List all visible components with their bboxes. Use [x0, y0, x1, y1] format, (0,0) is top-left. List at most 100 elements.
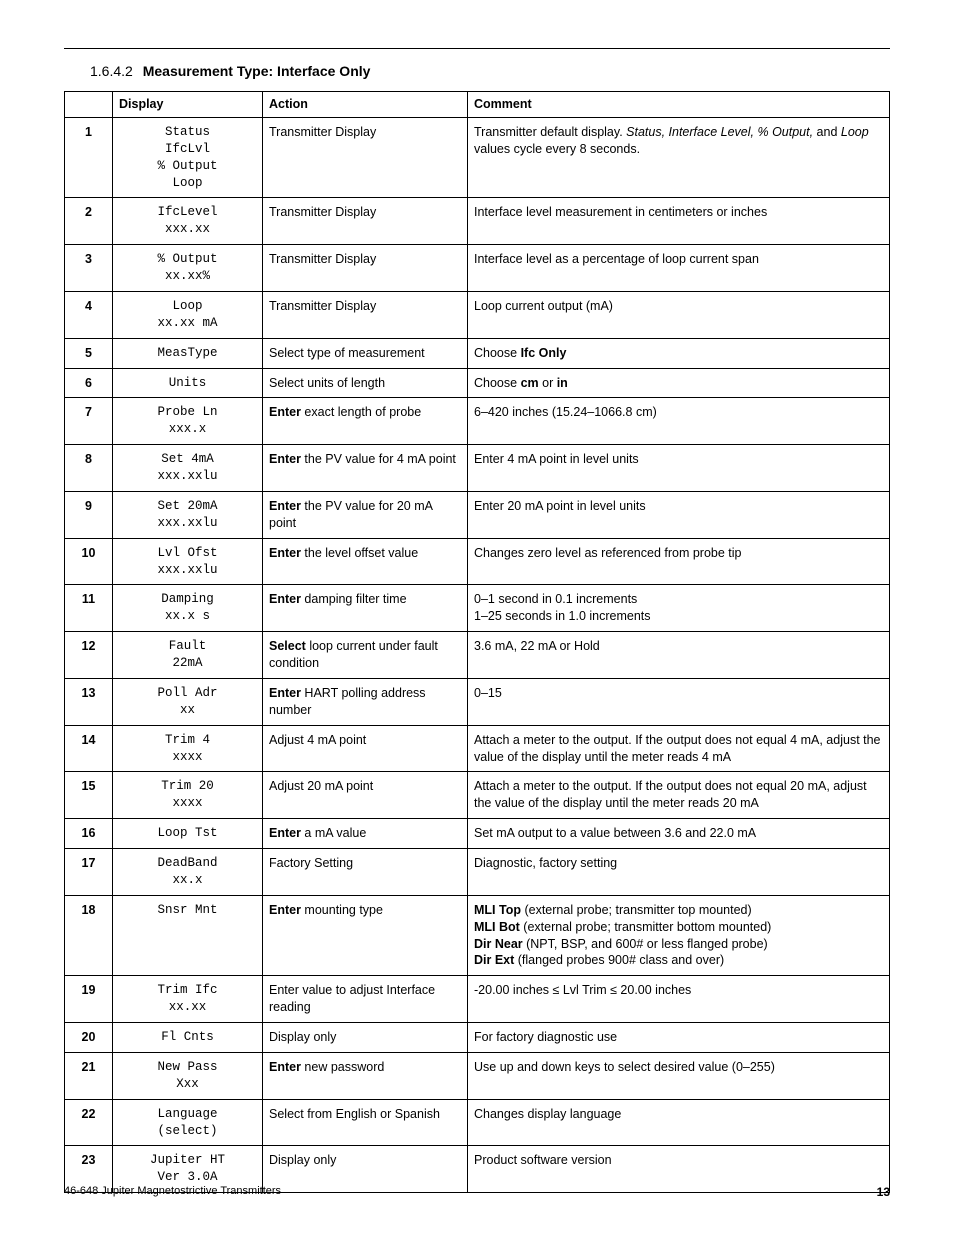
comment-cell: 0–1 second in 0.1 increments1–25 seconds… [468, 585, 890, 632]
comment-cell: Enter 4 mA point in level units [468, 445, 890, 492]
display-cell: Damping xx.x s [113, 585, 263, 632]
action-cell: Enter the PV value for 4 mA point [263, 445, 468, 492]
table-row: 20Fl CntsDisplay onlyFor factory diagnos… [65, 1023, 890, 1053]
display-cell: New Pass Xxx [113, 1052, 263, 1099]
display-cell: Fault 22mA [113, 632, 263, 679]
comment-cell: 0–15 [468, 678, 890, 725]
action-cell: Enter damping filter time [263, 585, 468, 632]
table-row: 12Fault 22mASelect loop current under fa… [65, 632, 890, 679]
comment-cell: Transmitter default display. Status, Int… [468, 117, 890, 198]
table-row: 7Probe Ln xxx.xEnter exact length of pro… [65, 398, 890, 445]
row-number: 6 [65, 368, 113, 398]
comment-cell: 3.6 mA, 22 mA or Hold [468, 632, 890, 679]
row-number: 13 [65, 678, 113, 725]
action-cell: Enter new password [263, 1052, 468, 1099]
comment-cell: 6–420 inches (15.24–1066.8 cm) [468, 398, 890, 445]
table-header-row: Display Action Comment [65, 92, 890, 118]
table-row: 19Trim Ifc xx.xxEnter value to adjust In… [65, 976, 890, 1023]
table-row: 11Damping xx.x sEnter damping filter tim… [65, 585, 890, 632]
action-cell: Adjust 4 mA point [263, 725, 468, 772]
row-number: 10 [65, 538, 113, 585]
action-cell: Display only [263, 1023, 468, 1053]
comment-cell: Interface level as a percentage of loop … [468, 245, 890, 292]
display-cell: Trim 4 xxxx [113, 725, 263, 772]
display-cell: Set 4mA xxx.xxlu [113, 445, 263, 492]
comment-cell: Choose Ifc Only [468, 338, 890, 368]
section-number: 1.6.4.2 [90, 63, 133, 79]
row-number: 14 [65, 725, 113, 772]
table-row: 22Language (select)Select from English o… [65, 1099, 890, 1146]
col-header-display: Display [113, 92, 263, 118]
table-row: 15Trim 20 xxxxAdjust 20 mA pointAttach a… [65, 772, 890, 819]
comment-cell: Set mA output to a value between 3.6 and… [468, 819, 890, 849]
action-cell: Transmitter Display [263, 245, 468, 292]
row-number: 17 [65, 849, 113, 896]
comment-cell: Loop current output (mA) [468, 291, 890, 338]
row-number: 16 [65, 819, 113, 849]
action-cell: Enter the level offset value [263, 538, 468, 585]
col-header-comment: Comment [468, 92, 890, 118]
section-title: Measurement Type: Interface Only [143, 63, 371, 79]
measurement-table: Display Action Comment 1Status IfcLvl % … [64, 91, 890, 1193]
action-cell: Enter the PV value for 20 mA point [263, 491, 468, 538]
table-row: 6UnitsSelect units of lengthChoose cm or… [65, 368, 890, 398]
display-cell: Loop xx.xx mA [113, 291, 263, 338]
table-row: 1Status IfcLvl % Output LoopTransmitter … [65, 117, 890, 198]
row-number: 12 [65, 632, 113, 679]
comment-cell: Choose cm or in [468, 368, 890, 398]
action-cell: Enter exact length of probe [263, 398, 468, 445]
action-cell: Enter value to adjust Interface reading [263, 976, 468, 1023]
comment-cell: Attach a meter to the output. If the out… [468, 725, 890, 772]
row-number: 9 [65, 491, 113, 538]
action-cell: Select units of length [263, 368, 468, 398]
row-number: 18 [65, 895, 113, 976]
action-cell: Transmitter Display [263, 117, 468, 198]
row-number: 11 [65, 585, 113, 632]
display-cell: Set 20mA xxx.xxlu [113, 491, 263, 538]
row-number: 21 [65, 1052, 113, 1099]
row-number: 8 [65, 445, 113, 492]
table-row: 8Set 4mA xxx.xxluEnter the PV value for … [65, 445, 890, 492]
action-cell: Adjust 20 mA point [263, 772, 468, 819]
col-header-blank [65, 92, 113, 118]
display-cell: Probe Ln xxx.x [113, 398, 263, 445]
table-row: 13Poll Adr xxEnter HART polling address … [65, 678, 890, 725]
col-header-action: Action [263, 92, 468, 118]
display-cell: Loop Tst [113, 819, 263, 849]
display-cell: IfcLevel xxx.xx [113, 198, 263, 245]
action-cell: Enter HART polling address number [263, 678, 468, 725]
comment-cell: Use up and down keys to select desired v… [468, 1052, 890, 1099]
table-row: 16Loop TstEnter a mA valueSet mA output … [65, 819, 890, 849]
footer-page-number: 13 [877, 1185, 890, 1199]
row-number: 15 [65, 772, 113, 819]
comment-cell: Diagnostic, factory setting [468, 849, 890, 896]
action-cell: Select from English or Spanish [263, 1099, 468, 1146]
table-row: 14Trim 4 xxxxAdjust 4 mA pointAttach a m… [65, 725, 890, 772]
table-row: 4Loop xx.xx mATransmitter DisplayLoop cu… [65, 291, 890, 338]
row-number: 22 [65, 1099, 113, 1146]
table-row: 9Set 20mA xxx.xxluEnter the PV value for… [65, 491, 890, 538]
page-footer: 46-648 Jupiter Magnetostrictive Transmit… [64, 1185, 890, 1199]
table-row: 18Snsr MntEnter mounting typeMLI Top (ex… [65, 895, 890, 976]
table-row: 10Lvl Ofst xxx.xxluEnter the level offse… [65, 538, 890, 585]
display-cell: DeadBand xx.x [113, 849, 263, 896]
table-row: 17DeadBand xx.xFactory SettingDiagnostic… [65, 849, 890, 896]
comment-cell: Enter 20 mA point in level units [468, 491, 890, 538]
row-number: 1 [65, 117, 113, 198]
display-cell: Language (select) [113, 1099, 263, 1146]
display-cell: Status IfcLvl % Output Loop [113, 117, 263, 198]
display-cell: % Output xx.xx% [113, 245, 263, 292]
comment-cell: For factory diagnostic use [468, 1023, 890, 1053]
display-cell: Lvl Ofst xxx.xxlu [113, 538, 263, 585]
display-cell: Trim 20 xxxx [113, 772, 263, 819]
action-cell: Factory Setting [263, 849, 468, 896]
table-row: 3% Output xx.xx%Transmitter DisplayInter… [65, 245, 890, 292]
display-cell: Trim Ifc xx.xx [113, 976, 263, 1023]
section-heading: 1.6.4.2 Measurement Type: Interface Only [90, 63, 890, 79]
row-number: 3 [65, 245, 113, 292]
comment-cell: -20.00 inches ≤ Lvl Trim ≤ 20.00 inches [468, 976, 890, 1023]
comment-cell: Attach a meter to the output. If the out… [468, 772, 890, 819]
table-row: 2IfcLevel xxx.xxTransmitter DisplayInter… [65, 198, 890, 245]
comment-cell: MLI Top (external probe; transmitter top… [468, 895, 890, 976]
comment-cell: Changes display language [468, 1099, 890, 1146]
